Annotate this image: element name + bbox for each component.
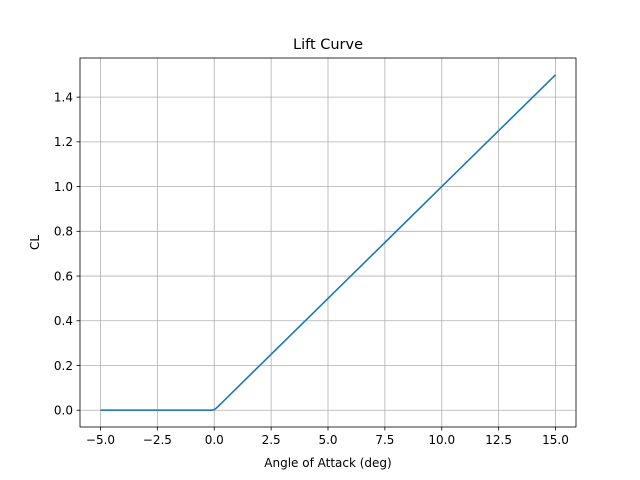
x-tick-label: 10.0 <box>428 433 455 447</box>
lift-curve-line <box>100 74 557 412</box>
x-tick-label: 12.5 <box>485 433 512 447</box>
chart-title: Lift Curve <box>293 37 363 53</box>
y-tick-label: 1.4 <box>54 90 73 104</box>
y-tick-label: 0.8 <box>54 225 73 239</box>
y-tick-label: 0.0 <box>54 404 73 418</box>
y-tick-label: 1.0 <box>54 180 73 194</box>
y-tick-label: 0.6 <box>54 269 73 283</box>
x-tick-label: 0.0 <box>205 433 224 447</box>
x-tick-label: 7.5 <box>375 433 394 447</box>
x-tick-label: 15.0 <box>542 433 569 447</box>
y-tick-label: 0.4 <box>54 314 73 328</box>
x-tick-label: −5.0 <box>86 433 115 447</box>
y-axis: 0.0 0.2 0.4 0.6 0.8 1.0 1.2 1.4 <box>54 90 80 418</box>
x-tick-label: 5.0 <box>318 433 337 447</box>
y-axis-label: CL <box>28 235 42 250</box>
grid <box>80 58 576 427</box>
x-axis-label: Angle of Attack (deg) <box>264 456 391 470</box>
x-tick-label: −2.5 <box>143 433 172 447</box>
y-tick-label: 0.2 <box>54 359 73 373</box>
x-axis: −5.0 −2.5 0.0 2.5 5.0 7.5 10.0 12.5 15.0 <box>86 427 569 447</box>
x-tick-label: 2.5 <box>262 433 281 447</box>
series-layer <box>100 74 557 412</box>
y-tick-label: 1.2 <box>54 135 73 149</box>
